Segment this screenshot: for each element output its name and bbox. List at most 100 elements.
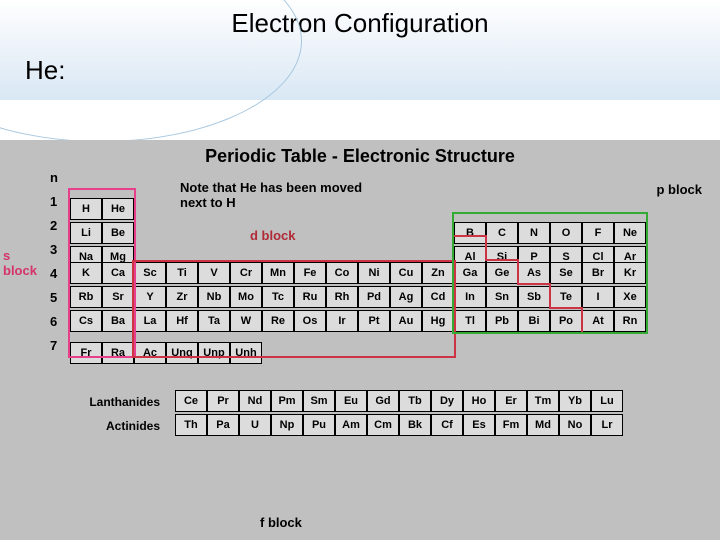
p-block-label: p block xyxy=(656,182,702,197)
element-cell: Tb xyxy=(399,390,431,412)
element-cell: Yb xyxy=(559,390,591,412)
element-cell: Cu xyxy=(390,262,422,284)
element-cell: Ti xyxy=(166,262,198,284)
blank-cell xyxy=(134,190,166,212)
blank-cell xyxy=(262,334,294,356)
blank-cell xyxy=(166,238,198,260)
blank-cell xyxy=(358,214,390,236)
blank-cell xyxy=(486,190,518,212)
blank-cell xyxy=(358,334,390,356)
blank-cell xyxy=(294,190,326,212)
lanthanides-label: Lanthanides xyxy=(60,390,160,414)
element-cell: Zr xyxy=(166,286,198,308)
blank-cell xyxy=(166,214,198,236)
element-cell: Ce xyxy=(175,390,207,412)
element-cell: Fr xyxy=(70,342,102,364)
element-cell: Sr xyxy=(102,286,134,308)
element-grid: HHeLiBeBCNOFNeNaMgAlSiPSClArKCaScTiVCrMn… xyxy=(70,190,646,358)
element-row: HHe xyxy=(70,190,646,214)
actinides-label: Actinides xyxy=(60,414,160,438)
blank-cell xyxy=(198,214,230,236)
element-cell: Ta xyxy=(198,310,230,332)
period-number: 3 xyxy=(50,238,57,262)
period-number: 4 xyxy=(50,262,57,286)
element-cell: Os xyxy=(294,310,326,332)
element-cell: Cm xyxy=(367,414,399,436)
element-cell: Tm xyxy=(527,390,559,412)
n-label: n xyxy=(50,170,58,185)
blank-cell xyxy=(294,334,326,356)
element-cell: Mo xyxy=(230,286,262,308)
element-cell: Ag xyxy=(390,286,422,308)
blank-cell xyxy=(166,190,198,212)
element-cell: No xyxy=(559,414,591,436)
element-cell: Rb xyxy=(70,286,102,308)
blank-cell xyxy=(230,190,262,212)
element-cell: Pm xyxy=(271,390,303,412)
element-cell: Cd xyxy=(422,286,454,308)
element-cell: Lr xyxy=(591,414,623,436)
element-cell: Pu xyxy=(303,414,335,436)
element-cell: As xyxy=(518,262,550,284)
element-cell: Lu xyxy=(591,390,623,412)
blank-cell xyxy=(422,214,454,236)
f-block-label: f block xyxy=(260,515,302,530)
blank-cell xyxy=(198,190,230,212)
blank-cell xyxy=(614,190,646,212)
element-cell: Tc xyxy=(262,286,294,308)
blank-cell xyxy=(262,214,294,236)
blank-cell xyxy=(358,238,390,260)
element-cell: Mn xyxy=(262,262,294,284)
blank-cell xyxy=(422,238,454,260)
element-cell: Ra xyxy=(102,342,134,364)
blank-cell xyxy=(582,190,614,212)
element-cell: Sn xyxy=(486,286,518,308)
title-area: Electron Configuration He: xyxy=(0,0,720,100)
fblock-row: CePrNdPmSmEuGdTbDyHoErTmYbLu xyxy=(175,390,623,414)
table-title: Periodic Table - Electronic Structure xyxy=(0,146,720,167)
element-cell: Au xyxy=(390,310,422,332)
element-cell: Ga xyxy=(454,262,486,284)
element-cell: W xyxy=(230,310,262,332)
element-cell: Se xyxy=(550,262,582,284)
element-cell: Sm xyxy=(303,390,335,412)
element-cell: Hg xyxy=(422,310,454,332)
element-cell: Hf xyxy=(166,310,198,332)
period-number: 5 xyxy=(50,286,57,310)
element-cell: I xyxy=(582,286,614,308)
element-cell: Re xyxy=(262,310,294,332)
element-cell: Sc xyxy=(134,262,166,284)
element-cell: Br xyxy=(582,262,614,284)
element-cell: Pb xyxy=(486,310,518,332)
element-cell: Ru xyxy=(294,286,326,308)
element-cell: Y xyxy=(134,286,166,308)
page-title: Electron Configuration xyxy=(0,8,720,39)
element-cell: In xyxy=(454,286,486,308)
element-cell: Pr xyxy=(207,390,239,412)
blank-cell xyxy=(518,334,550,356)
element-cell: Kr xyxy=(614,262,646,284)
blank-cell xyxy=(198,238,230,260)
element-cell: Unh xyxy=(230,342,262,364)
blank-cell xyxy=(230,214,262,236)
blank-cell xyxy=(390,214,422,236)
element-cell: At xyxy=(582,310,614,332)
element-cell: Pt xyxy=(358,310,390,332)
blank-cell xyxy=(390,238,422,260)
element-cell: Ba xyxy=(102,310,134,332)
blank-cell xyxy=(550,190,582,212)
blank-cell xyxy=(294,238,326,260)
element-cell: Fe xyxy=(294,262,326,284)
element-cell: Ir xyxy=(326,310,358,332)
element-cell: Ac xyxy=(134,342,166,364)
period-number: 7 xyxy=(50,334,57,358)
element-row: LiBeBCNOFNe xyxy=(70,214,646,238)
element-cell: Ca xyxy=(102,262,134,284)
element-cell: Ni xyxy=(358,262,390,284)
blank-cell xyxy=(294,214,326,236)
fblock-series-labels: Lanthanides Actinides xyxy=(60,390,160,438)
element-label: He: xyxy=(25,55,65,86)
element-row: FrRaAcUnqUnpUnh xyxy=(70,334,646,358)
blank-cell xyxy=(390,190,422,212)
blank-cell xyxy=(134,214,166,236)
